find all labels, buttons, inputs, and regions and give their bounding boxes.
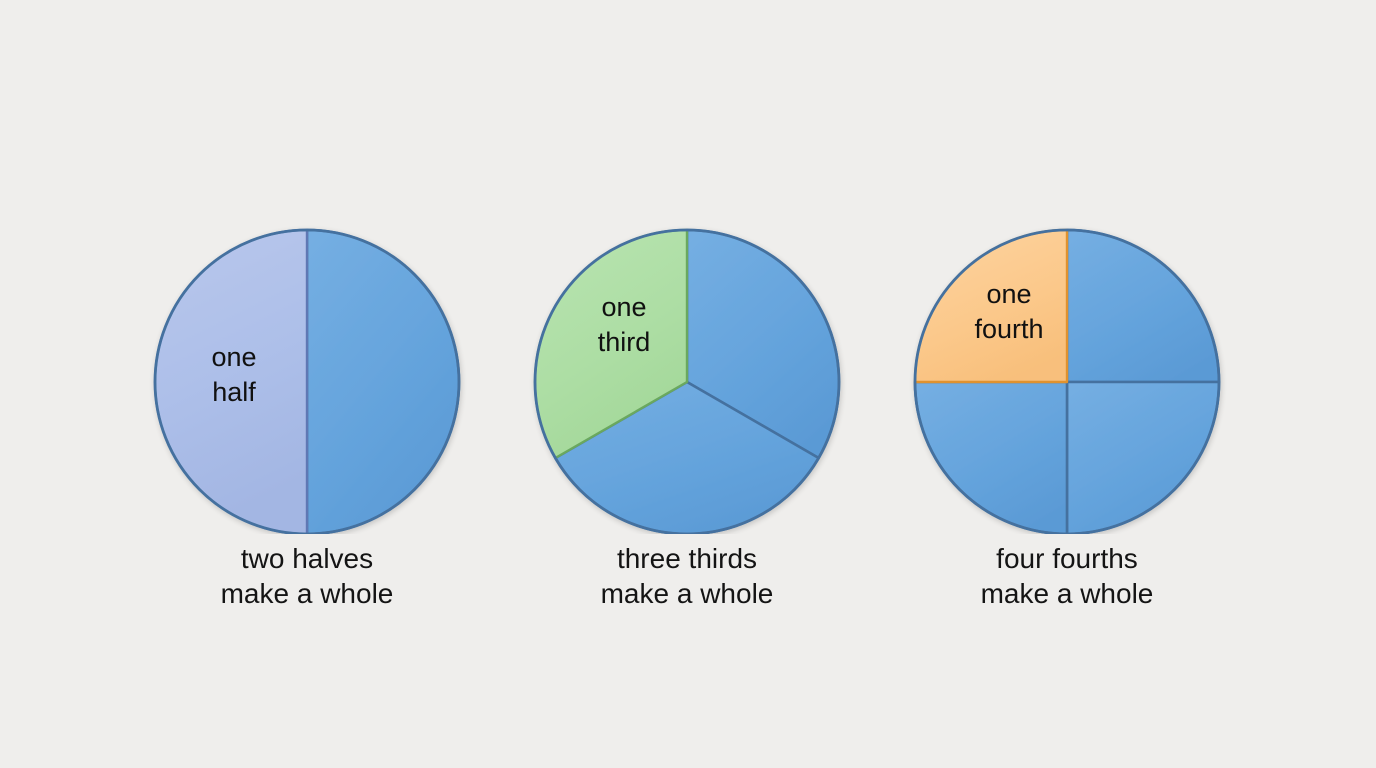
pie-thirds-body xyxy=(533,228,841,534)
caption-two-halves: two halves make a whole xyxy=(220,543,394,609)
pie-fourths-outline xyxy=(913,228,1221,534)
figure-halves: one half two halves make a whole xyxy=(127,214,487,634)
pie-thirds: one third xyxy=(507,214,867,534)
pie-fourths: one fourth xyxy=(887,214,1247,534)
figure-fourths: one fourth four fourths make a whole xyxy=(887,214,1247,634)
pie-thirds-svg xyxy=(533,228,841,534)
figure-thirds: one third three thirds make a whole xyxy=(507,214,867,634)
slice-fourth-highlight[interactable] xyxy=(913,228,1069,384)
slice-fourth-blue-bottom-right[interactable] xyxy=(1065,380,1221,534)
pie-thirds-outline xyxy=(533,228,841,534)
pie-halves: one half xyxy=(127,214,487,534)
slice-fourth-blue-top-right[interactable] xyxy=(1065,228,1221,384)
pie-fourths-svg xyxy=(913,228,1221,534)
caption-four-fourths: four fourths make a whole xyxy=(980,543,1154,609)
caption-three-thirds: three thirds make a whole xyxy=(600,543,774,609)
slice-half-blue[interactable] xyxy=(305,228,461,534)
pie-halves-svg xyxy=(153,228,461,534)
pie-halves-outline xyxy=(153,228,461,534)
slice-half-highlight[interactable] xyxy=(153,228,309,534)
pie-halves-body xyxy=(153,228,461,534)
slice-fourth-blue-bottom-left[interactable] xyxy=(913,380,1069,534)
pie-fourths-body xyxy=(913,228,1221,534)
